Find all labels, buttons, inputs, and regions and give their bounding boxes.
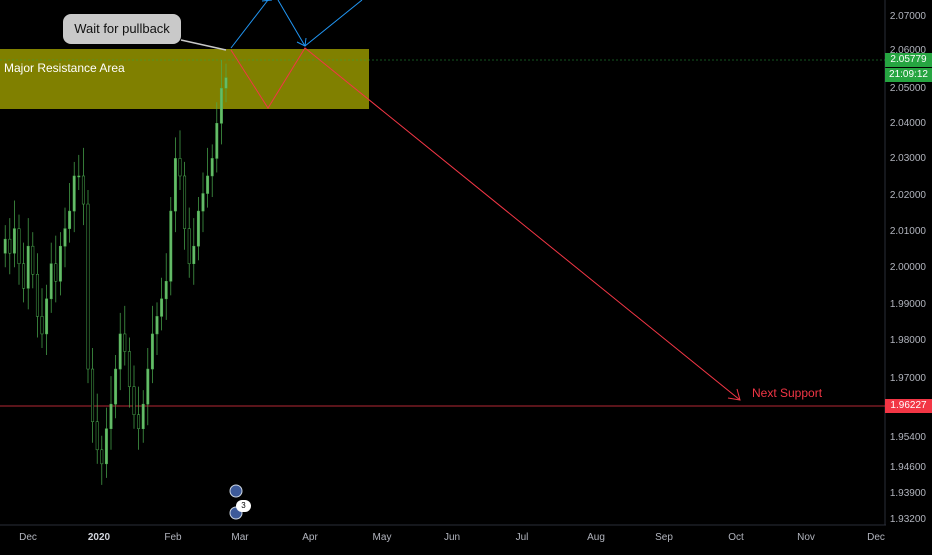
projection-blue-path-b: [277, 0, 363, 47]
candle-body: [141, 403, 145, 429]
candle-body: [118, 333, 122, 370]
price-tick: 1.94600: [889, 462, 926, 473]
candle-body: [155, 316, 159, 335]
time-tick: Mar: [231, 532, 249, 543]
price-tick: 1.97000: [889, 373, 926, 384]
candle-body: [77, 175, 81, 178]
pullback-callout[interactable]: Wait for pullback: [63, 14, 181, 44]
candle-body: [31, 245, 35, 275]
candle-body: [81, 175, 85, 205]
candle-body: [45, 298, 49, 335]
current-price-tag: 2.05779: [885, 53, 932, 67]
candles-group: [3, 60, 228, 485]
price-tick: 2.05000: [889, 83, 926, 94]
events-count-badge[interactable]: 3: [236, 500, 251, 512]
candle-body: [187, 228, 191, 264]
price-tick: 2.02000: [889, 190, 926, 201]
price-tick: 2.04000: [889, 118, 926, 129]
candle-body: [137, 414, 141, 429]
resistance-zone: [0, 49, 369, 109]
price-tick: 2.07000: [889, 11, 926, 22]
candle-body: [169, 210, 173, 282]
projection-blue-path-a: [230, 0, 269, 49]
price-tick: 1.99000: [889, 299, 926, 310]
candle-body: [49, 263, 53, 300]
blue-arrowhead-a: [261, 0, 273, 2]
candle-body: [17, 228, 21, 264]
candle-body: [146, 368, 150, 405]
candle-body: [215, 123, 219, 159]
resistance-zone-label: Major Resistance Area: [4, 61, 125, 75]
candle-body: [22, 263, 26, 289]
support-label: Next Support: [752, 386, 823, 400]
support-arrowhead: [727, 388, 741, 401]
time-tick: May: [372, 532, 392, 543]
candle-body: [114, 368, 118, 405]
candle-body: [206, 175, 210, 194]
countdown-tag: 21:09:12: [885, 68, 932, 82]
time-tick: Aug: [587, 532, 605, 543]
candle-body: [95, 421, 99, 451]
candle-body: [86, 203, 90, 370]
candle-body: [201, 193, 205, 212]
candle-body: [150, 333, 154, 370]
candle-body: [109, 403, 113, 429]
candle-body: [91, 368, 95, 422]
candle-body: [164, 281, 168, 300]
support-price-tag: 1.96227: [885, 399, 932, 413]
time-tick: Oct: [728, 532, 744, 543]
price-tick: 2.00000: [889, 262, 926, 273]
candle-body: [72, 175, 76, 212]
candle-body: [173, 158, 177, 212]
candle-body: [104, 428, 108, 465]
candle-body: [8, 238, 12, 254]
candle-body: [132, 386, 136, 415]
time-tick: Feb: [164, 532, 182, 543]
time-tick: Jun: [443, 532, 461, 543]
candle-body: [12, 228, 16, 254]
candle-body: [123, 333, 127, 352]
candle-body: [40, 316, 44, 335]
candle-body: [26, 245, 30, 289]
price-tick: 1.95400: [889, 432, 926, 443]
time-tick: Nov: [797, 532, 815, 543]
price-tick: 2.01000: [889, 226, 926, 237]
candle-body: [192, 245, 196, 264]
blue-arrowhead-b: [296, 37, 307, 47]
price-tick: 2.03000: [889, 153, 926, 164]
time-tick: Dec: [867, 532, 885, 543]
callout-pointer: [180, 39, 227, 51]
time-tick: Jul: [515, 532, 529, 543]
candle-body: [160, 298, 164, 317]
candle-body: [68, 210, 72, 229]
event-icon: [229, 484, 243, 498]
price-tick: 1.93200: [889, 514, 926, 525]
candle-body: [127, 351, 131, 387]
time-tick: 2020: [87, 532, 111, 543]
candle-body: [178, 158, 182, 177]
candle-body: [100, 449, 104, 465]
candle-body: [224, 77, 228, 89]
candle-body: [210, 158, 214, 177]
projection-red-path: [230, 47, 741, 401]
candle-body: [58, 245, 62, 282]
candle-body: [54, 263, 58, 282]
price-tick: 1.93900: [889, 488, 926, 499]
time-tick: Dec: [19, 532, 37, 543]
time-tick: Apr: [302, 532, 318, 543]
candle-body: [219, 87, 223, 124]
price-tick: 2.06000: [889, 45, 926, 56]
candle-body: [35, 274, 39, 317]
candle-body: [183, 175, 187, 229]
candle-body: [63, 228, 67, 247]
price-tick: 1.98000: [889, 335, 926, 346]
candle-body: [3, 238, 7, 254]
candle-body: [196, 210, 200, 247]
time-tick: Sep: [655, 532, 673, 543]
